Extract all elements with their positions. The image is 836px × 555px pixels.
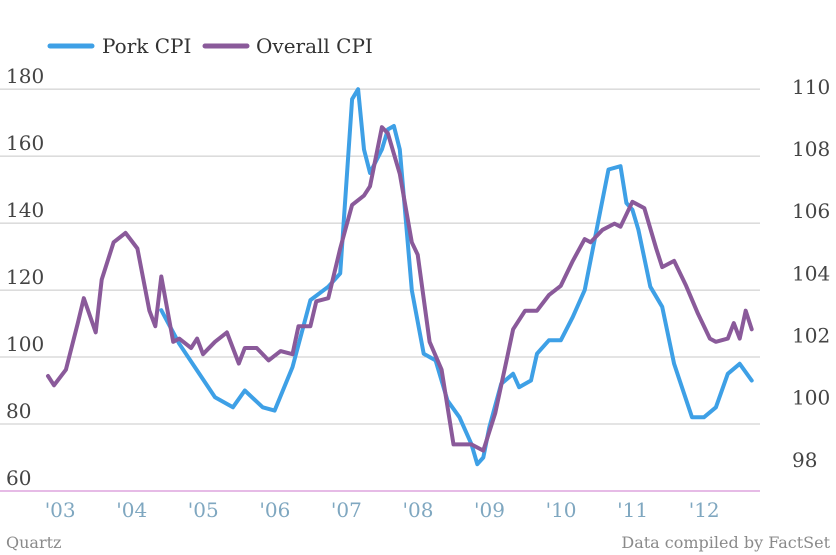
right-y-tick-label: 106 xyxy=(792,199,830,223)
legend-label-pork-cpi: Pork CPI xyxy=(102,34,191,58)
footer-source-right: Data compiled by FactSet xyxy=(621,533,830,552)
right-y-tick-label: 108 xyxy=(792,137,830,161)
right-y-tick-label: 104 xyxy=(792,261,830,285)
x-tick-label: '08 xyxy=(402,498,433,522)
x-tick-label: '03 xyxy=(45,498,76,522)
left-y-tick-label: 120 xyxy=(6,265,44,289)
x-tick-label: '11 xyxy=(617,498,648,522)
x-tick-label: '10 xyxy=(546,498,577,522)
x-tick-label: '04 xyxy=(116,498,147,522)
x-tick-label: '09 xyxy=(474,498,505,522)
left-y-tick-label: 160 xyxy=(6,131,44,155)
x-axis-ticks: '03 '04 '05 '06 '07 '08 '09 '10 '11 '12 xyxy=(45,498,720,522)
x-tick-label: '05 xyxy=(188,498,219,522)
footer-source-left: Quartz xyxy=(6,533,61,552)
left-y-tick-label: 140 xyxy=(6,198,44,222)
right-axis-ticks: 98 100 102 104 106 108 110 xyxy=(792,75,830,472)
legend: Pork CPI Overall CPI xyxy=(47,34,373,58)
left-y-tick-label: 80 xyxy=(6,399,31,423)
left-y-tick-label: 180 xyxy=(6,64,44,88)
series-lines xyxy=(46,87,754,467)
left-axis-ticks: 60 80 100 120 140 160 180 xyxy=(6,64,44,490)
series-line-pork-cpi xyxy=(159,87,754,467)
right-y-tick-label: 98 xyxy=(792,448,817,472)
series-line-overall-cpi xyxy=(46,125,754,453)
legend-label-overall-cpi: Overall CPI xyxy=(256,34,373,58)
left-y-tick-label: 60 xyxy=(6,466,31,490)
right-y-tick-label: 102 xyxy=(792,324,830,348)
right-y-tick-label: 100 xyxy=(792,386,830,410)
x-tick-label: '06 xyxy=(259,498,290,522)
right-y-tick-label: 110 xyxy=(792,75,830,99)
x-tick-label: '12 xyxy=(689,498,720,522)
x-tick-label: '07 xyxy=(331,498,362,522)
left-y-tick-label: 100 xyxy=(6,332,44,356)
